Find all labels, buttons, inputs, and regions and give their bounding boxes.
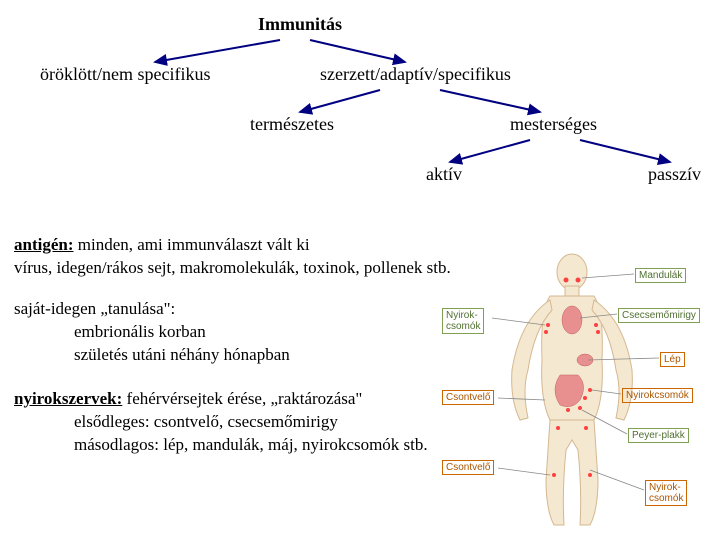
p3-line3: másodlagos: lép, mandulák, máj, nyirokcs… [14, 434, 454, 457]
anatomy-label: Nyirok- csomók [645, 480, 687, 506]
anatomy-label: Csontvelő [442, 460, 494, 475]
paragraph-nyirokszervek: nyirokszervek: fehérvérsejtek érése, „ra… [14, 388, 454, 457]
p3-rest: fehérvérsejtek érése, „raktározása" [122, 389, 362, 408]
tree-level1-left: öröklött/nem specifikus [40, 64, 210, 85]
tree-level3-right: passzív [648, 164, 701, 185]
p2-line3: születés utáni néhány hónapban [14, 344, 434, 367]
anatomy-label: Mandulák [635, 268, 686, 283]
p2-line2: embrionális korban [14, 321, 434, 344]
paragraph-antigen: antigén: minden, ami immunválaszt vált k… [14, 234, 454, 280]
p3-line2: elsődleges: csontvelő, csecsemőmirigy [14, 411, 454, 434]
tree-arrows [0, 0, 720, 230]
tree-level2-left: természetes [250, 114, 334, 135]
tree-level3-left: aktív [426, 164, 462, 185]
tree-title: Immunitás [258, 14, 342, 35]
paragraph-tanulasa: saját-idegen „tanulása": embrionális kor… [14, 298, 434, 367]
p1-rest: minden, ami immunválaszt vált ki [74, 235, 310, 254]
anatomy-label: Csontvelő [442, 390, 494, 405]
term-nyirokszervek: nyirokszervek: [14, 389, 122, 408]
anatomy-label: Lép [660, 352, 685, 367]
anatomy-diagram: Mandulák Csecsemőmirigy Lép Nyirokcsomók Pey… [450, 250, 705, 530]
p2-line1: saját-idegen „tanulása": [14, 299, 175, 318]
p1-line2: vírus, idegen/rákos sejt, makromolekulák… [14, 258, 451, 277]
tree-level1-right: szerzett/adaptív/specifikus [320, 64, 511, 85]
term-antigen: antigén: [14, 235, 74, 254]
anatomy-label: Peyer-plakk [628, 428, 689, 443]
tree-level2-right: mesterséges [510, 114, 597, 135]
anatomy-label: Nyirok- csomók [442, 308, 484, 334]
anatomy-label: Nyirokcsomók [622, 388, 693, 403]
anatomy-label: Csecsemőmirigy [618, 308, 700, 323]
